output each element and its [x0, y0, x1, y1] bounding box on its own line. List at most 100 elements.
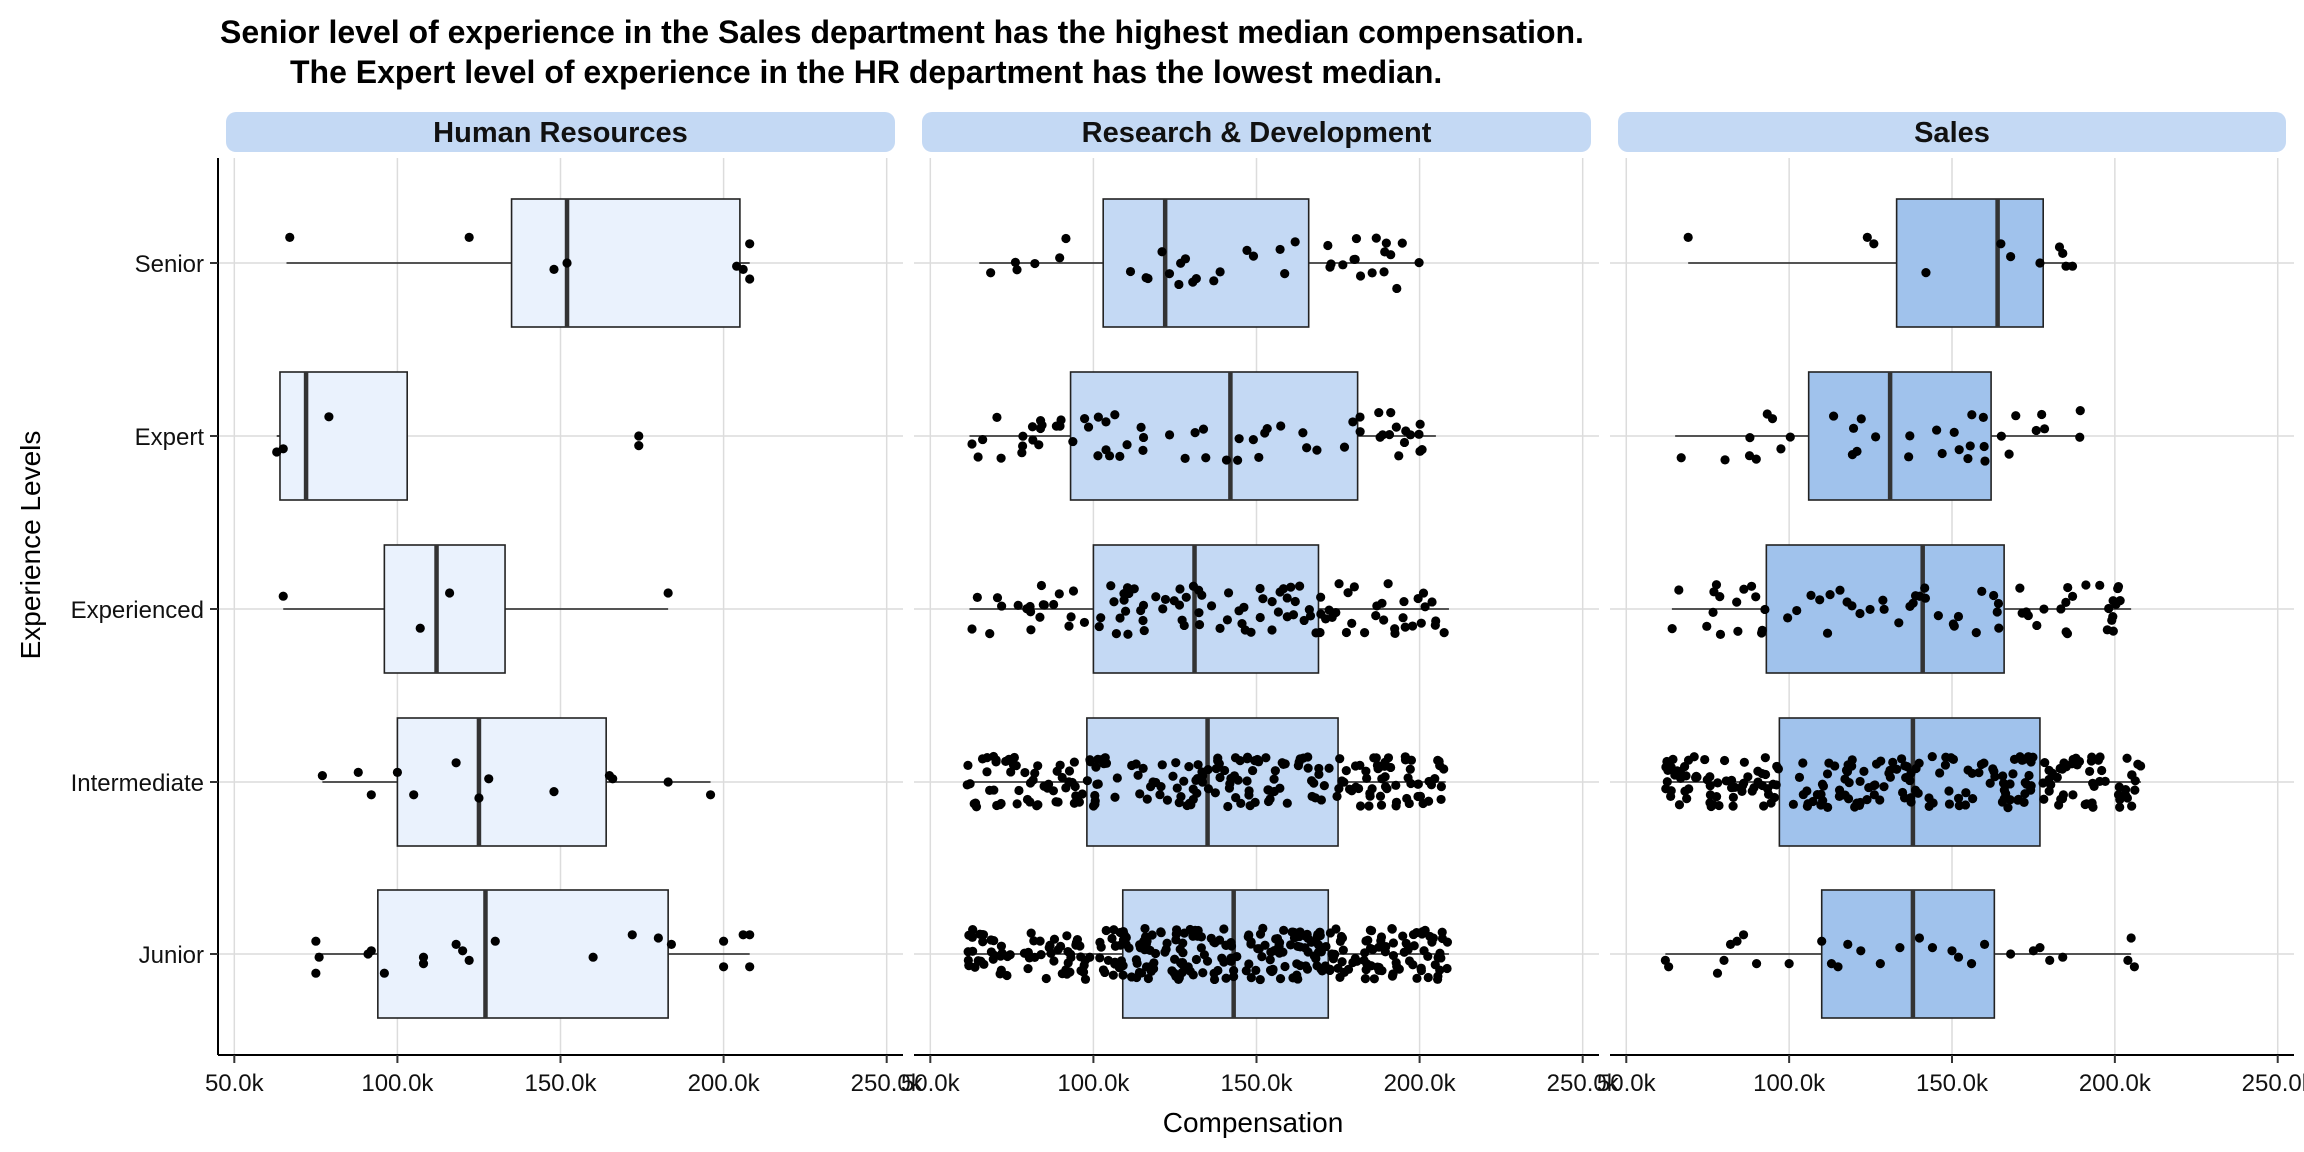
x-tick-label: 50.0k: [1597, 1070, 1657, 1097]
data-point: [2020, 754, 2030, 764]
data-point: [1391, 780, 1401, 790]
data-point: [1668, 754, 1678, 764]
data-point: [1423, 972, 1433, 983]
data-point: [1096, 613, 1106, 623]
data-point: [1248, 251, 1259, 261]
data-point: [1023, 963, 1033, 974]
data-point: [1932, 425, 1942, 435]
data-point: [1192, 788, 1202, 798]
data-point: [2044, 786, 2054, 796]
data-point: [1355, 271, 1366, 281]
data-point: [1338, 945, 1348, 955]
data-point: [1407, 621, 1418, 631]
data-point: [2001, 789, 2011, 799]
data-point: [1423, 951, 1433, 962]
data-point: [991, 757, 1001, 767]
data-point: [1333, 963, 1343, 973]
data-point: [1293, 941, 1303, 951]
data-point: [1160, 594, 1171, 605]
data-point: [1196, 943, 1206, 953]
data-point: [1822, 628, 1833, 638]
data-point: [1391, 422, 1401, 432]
data-point: [1745, 433, 1755, 443]
data-point: [1315, 627, 1325, 638]
data-point: [1174, 279, 1184, 290]
data-point: [978, 434, 988, 445]
data-point: [311, 968, 321, 978]
data-point: [1110, 792, 1120, 802]
data-point: [1994, 623, 2004, 633]
data-point: [634, 441, 644, 451]
data-point: [1360, 948, 1370, 958]
data-point: [1908, 598, 1918, 608]
data-point: [1337, 776, 1347, 786]
data-point: [1278, 947, 1288, 957]
x-axis-label: Compensation: [1163, 1107, 1344, 1138]
data-point: [1275, 783, 1285, 793]
data-point: [1079, 414, 1090, 424]
data-point: [1275, 974, 1286, 984]
data-point: [1349, 254, 1359, 265]
data-point: [1894, 618, 1904, 628]
box-iqr: [279, 371, 408, 501]
data-point: [1303, 763, 1313, 773]
data-point: [982, 767, 992, 777]
data-point: [1341, 766, 1351, 776]
data-point: [366, 946, 376, 956]
data-point: [1290, 237, 1300, 247]
data-point: [1101, 445, 1111, 455]
data-point: [1802, 786, 1812, 796]
data-point: [1749, 783, 1759, 793]
x-tick-label: 250.0k: [1547, 1070, 1620, 1097]
data-point: [1196, 932, 1207, 942]
data-point: [1368, 944, 1378, 955]
data-point: [1371, 233, 1381, 243]
data-point: [1148, 777, 1158, 787]
data-point: [1433, 971, 1443, 981]
data-point: [1125, 266, 1136, 277]
data-point: [1408, 929, 1419, 940]
data-point: [1914, 758, 1924, 768]
data-point: [1374, 407, 1384, 418]
data-point: [973, 452, 983, 462]
data-point: [1375, 791, 1386, 801]
data-point: [2130, 785, 2140, 795]
data-point: [1018, 441, 1028, 451]
data-point: [1862, 232, 1872, 242]
data-point: [1292, 970, 1302, 980]
data-point: [1141, 962, 1152, 972]
data-point: [1390, 624, 1400, 634]
data-point: [1405, 764, 1415, 774]
data-point: [1110, 941, 1121, 951]
data-point: [1944, 786, 1954, 796]
data-point: [1143, 273, 1153, 284]
data-point: [1177, 615, 1187, 625]
y-tick-label: Junior: [139, 942, 204, 969]
data-point: [1309, 951, 1319, 961]
data-point: [1051, 797, 1061, 807]
data-point: [1244, 930, 1254, 940]
data-point: [2038, 778, 2048, 788]
data-point: [1798, 758, 1808, 768]
data-point: [1162, 795, 1173, 805]
title-line-2: The Expert level of experience in the HR…: [290, 54, 1443, 90]
data-point: [2085, 766, 2095, 777]
data-point: [989, 785, 999, 795]
data-point: [1336, 931, 1347, 942]
data-point: [1806, 590, 1816, 600]
data-point: [2127, 801, 2137, 811]
data-point: [1350, 761, 1361, 771]
data-point: [1262, 424, 1272, 434]
data-point: [1348, 417, 1358, 427]
data-point: [1948, 619, 1958, 629]
data-point: [1865, 604, 1875, 615]
data-point: [1855, 608, 1865, 619]
data-point: [2040, 757, 2050, 768]
data-point: [1733, 626, 1743, 636]
data-point: [1253, 757, 1264, 767]
data-point: [1090, 790, 1100, 801]
data-point: [1221, 940, 1231, 950]
data-point: [1426, 780, 1437, 790]
data-point: [1664, 962, 1674, 972]
data-point: [1246, 973, 1256, 983]
